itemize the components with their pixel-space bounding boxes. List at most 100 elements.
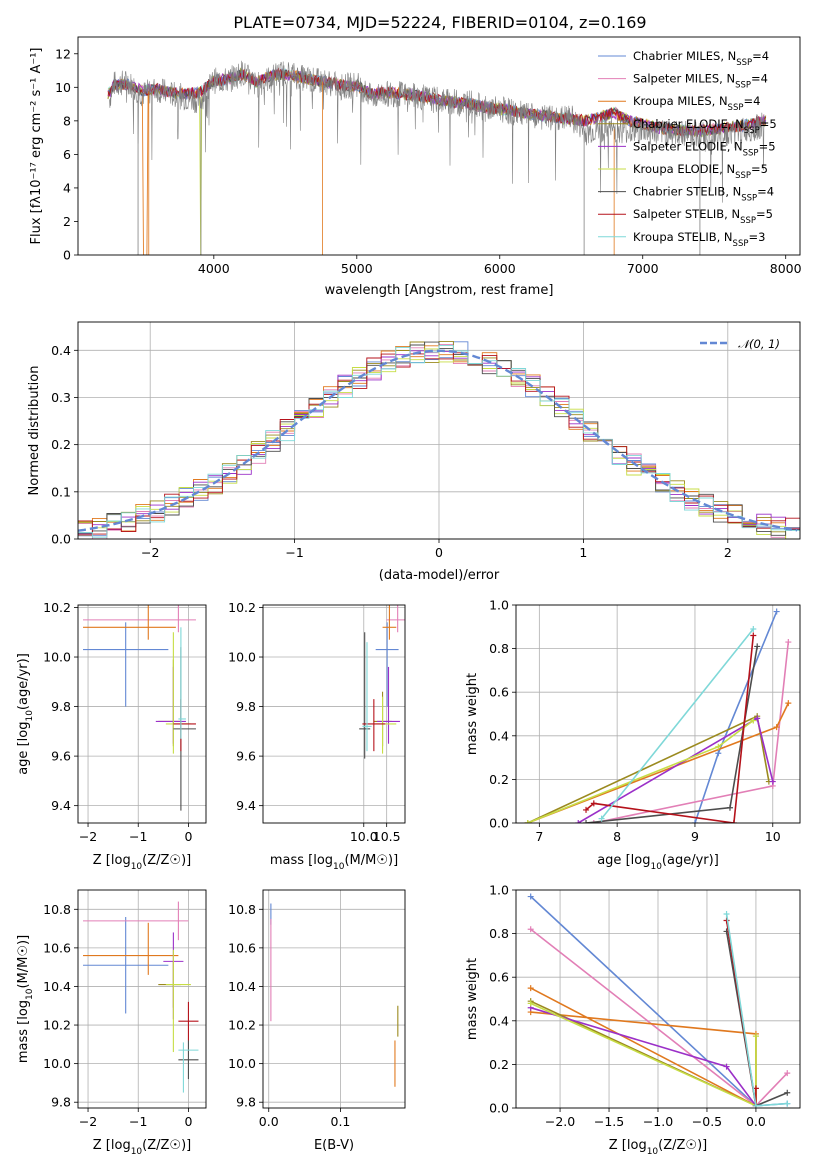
mass-weight-line	[593, 642, 790, 823]
y-tick-label: 10.4	[228, 979, 256, 994]
error-bar-point	[178, 1001, 199, 1041]
age_vs_mass-plot	[359, 605, 405, 759]
x-axis-label: (data-model)/error	[379, 568, 500, 583]
axes-frame	[77, 321, 801, 540]
mass-weight-line	[694, 611, 778, 823]
legend-text: Salpeter STELIB, N	[633, 207, 740, 221]
mass_vs_Z-plot	[83, 901, 199, 1093]
mass-weight-marker	[527, 893, 534, 900]
mass-weight-marker	[527, 1000, 534, 1007]
y-tick-label: 0.6	[489, 970, 509, 985]
x-tick-label: 10.0	[350, 829, 378, 844]
error-bar-point	[83, 605, 196, 633]
error-bar-point	[83, 622, 169, 707]
mass-weight-marker	[754, 715, 761, 722]
y-axis-label: Normed distribution	[27, 366, 42, 496]
x-tick-label: 7000	[627, 261, 659, 276]
y-tick-label: 0.4	[51, 343, 71, 358]
weight_vs_Z-plot	[527, 893, 791, 1108]
axes-frame	[515, 889, 801, 1109]
residual-histogram	[78, 348, 800, 539]
mass-weight-marker	[785, 639, 792, 646]
y-tick-label: 0.8	[489, 641, 509, 656]
mass-weight-line	[600, 628, 754, 820]
legend-entry: Chabrier ELODIE, NSSP=5	[633, 117, 777, 136]
y-tick-label: 0.0	[51, 532, 71, 547]
observed-spectrum-line	[109, 60, 765, 203]
error-bar-point	[178, 1042, 199, 1093]
y-tick-label: 10.2	[43, 600, 71, 615]
mass-weight-marker	[785, 700, 792, 707]
legend-sub: SSP	[733, 239, 749, 249]
mass-weight-marker	[598, 815, 605, 822]
y-tick-label: 0.0	[489, 1101, 509, 1116]
mass-weight-marker	[773, 724, 780, 731]
axis-label-rest: (Z/Z☉)]	[658, 1138, 707, 1153]
mass-weight-marker	[750, 717, 757, 724]
mass-weight-marker	[583, 820, 590, 823]
age_vs_Z-plot	[83, 605, 196, 811]
legend-suffix: =4	[757, 185, 774, 199]
legend-sub: SSP	[744, 126, 760, 136]
axis-label-main: Z [log	[609, 1138, 647, 1153]
mass-weight-marker	[784, 1070, 791, 1077]
mass_vs_Z-axes: −2 −1 09.810.010.210.410.610.8Z [log10(Z/Z…	[16, 889, 207, 1157]
axes-frame	[77, 36, 801, 256]
mass-weight-line	[530, 1002, 757, 1108]
mass_vs_ebv-axes: 0.0 0.1 9.8 10.0 10.2 10.4 10.6 10.8 E(B-V)	[228, 889, 406, 1153]
x-tick-label: −1.0	[643, 1114, 673, 1129]
error-bar-point	[178, 1040, 199, 1080]
legend-sub: SSP	[741, 194, 757, 204]
residual-histogram	[78, 352, 800, 535]
y-tick-label: 9.8	[236, 699, 256, 714]
x-tick-label: 8	[613, 829, 621, 844]
legend-entry: Kroupa MILES, NSSP=4	[633, 94, 760, 113]
x-tick-label: −0.5	[692, 1114, 722, 1129]
axis-label-main: age [log	[16, 722, 31, 775]
normal-legend-label: 𝒩(0, 1)	[738, 337, 780, 351]
axis-label-sub: 10	[647, 1147, 659, 1157]
mass-weight-marker	[527, 926, 534, 933]
legend-text: Chabrier ELODIE, N	[633, 117, 744, 131]
x-tick-label: −2	[79, 1114, 97, 1129]
axis-label: Z [log10(Z/Z☉)]	[93, 853, 191, 872]
mass-weight-marker	[527, 985, 534, 992]
legend-suffix: =3	[748, 230, 765, 244]
legend-text: Kroupa MILES, N	[633, 94, 728, 108]
y-tick-label: 10.8	[43, 902, 71, 917]
axes-frame	[77, 604, 207, 824]
axis-label: Z [log10(Z/Z☉)]	[609, 1138, 707, 1157]
x-tick-label: 0	[184, 1114, 192, 1129]
mass-weight-marker	[590, 820, 597, 823]
y-axis-label: mass weight	[465, 673, 480, 755]
error-bar-point	[362, 642, 372, 752]
x-tick-label: −1	[129, 829, 147, 844]
x-tick-label: 10.5	[373, 829, 401, 844]
legend-suffix: =5	[759, 139, 776, 153]
legend-entry: Chabrier MILES, NSSP=4	[633, 49, 769, 68]
y-tick-label: 9.4	[51, 798, 71, 813]
mass-weight-marker	[730, 820, 737, 823]
legend-entry: Kroupa STELIB, NSSP=3	[633, 230, 765, 249]
axes-frame	[515, 604, 801, 824]
mass-weight-line	[530, 895, 788, 1107]
legend-suffix: =4	[751, 72, 768, 86]
axis-label: age [log10(age/yr)]	[597, 853, 719, 872]
legend-entry: Kroupa ELODIE, NSSP=5	[633, 162, 768, 181]
y-tick-label: 0.0	[489, 816, 509, 831]
x-tick-label: 0	[184, 829, 192, 844]
axis-label-sub: 10	[333, 862, 345, 872]
residuals-axes: −2 −1 0 1 2 0.0 0.1 0.2 0.3 0.4 (data-model)/error…	[27, 321, 801, 583]
mass-weight-marker	[524, 820, 531, 823]
y-tick-label: 0	[63, 248, 71, 263]
legend-text: Chabrier MILES, N	[633, 49, 736, 63]
age_vs_Z-axes: −2 −1 09.49.69.810.010.2Z [log10(Z/Z☉)]age…	[16, 600, 207, 872]
legend-suffix: =4	[743, 94, 760, 108]
y-tick-label: 2	[63, 214, 71, 229]
legend-entry: Salpeter MILES, NSSP=4	[633, 72, 768, 91]
error-bar-point	[165, 949, 191, 1053]
y-tick-label: 1.0	[489, 883, 509, 898]
mass-weight-marker	[583, 806, 590, 813]
